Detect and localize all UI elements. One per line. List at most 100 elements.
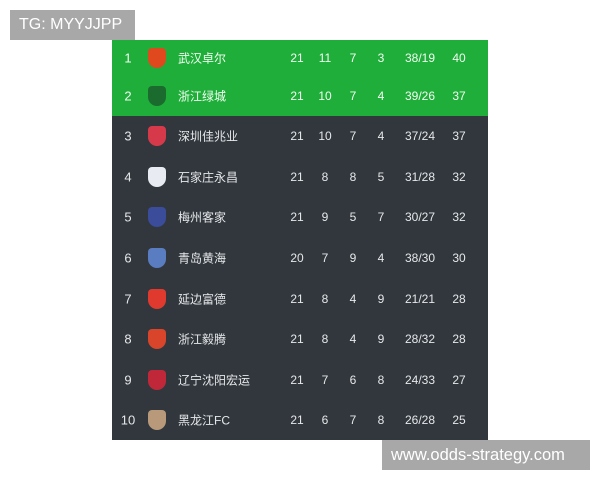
table-row[interactable]: 3 深圳佳兆业 21 10 7 4 37/24 37 [112,116,488,157]
cell-played: 21 [290,291,304,306]
cell-rank: 2 [124,88,132,103]
cell-played: 21 [290,372,304,387]
cell-drawn: 7 [349,88,357,103]
cell-won: 7 [321,372,329,387]
cell-points: 30 [452,250,466,265]
cell-team: 武汉卓尔 [178,51,227,65]
cell-points: 37 [452,129,466,144]
table-row[interactable]: 7 延边富德 21 8 4 9 21/21 28 [112,278,488,319]
team-logo-icon [148,126,166,147]
table-row[interactable]: 2 浙江绿城 21 10 7 4 39/26 37 [112,75,488,116]
cell-played: 20 [290,250,304,265]
cell-won: 8 [321,332,329,347]
team-logo-icon [148,207,166,228]
cell-points: 25 [452,413,466,428]
cell-played: 21 [290,88,304,103]
cell-team: 延边富德 [178,292,227,306]
cell-goals: 38/30 [404,250,436,265]
cell-lost: 4 [377,250,385,265]
cell-points: 32 [452,169,466,184]
cell-goals: 39/26 [404,88,436,103]
cell-team: 青岛黄海 [178,251,227,266]
team-logo-icon [148,410,166,431]
team-logo-icon [148,247,166,268]
cell-drawn: 5 [349,210,357,225]
cell-drawn: 9 [349,250,357,265]
watermark-bottom: www.odds-strategy.com [382,440,590,470]
cell-drawn: 6 [349,372,357,387]
cell-lost: 8 [377,413,385,428]
cell-goals: 26/28 [404,413,436,428]
cell-rank: 1 [124,50,132,65]
cell-points: 28 [452,291,466,306]
cell-points: 37 [452,88,466,103]
cell-rank: 8 [124,331,132,347]
cell-team: 梅州客家 [178,210,227,225]
cell-won: 10 [318,129,332,144]
cell-team: 黑龙江FC [178,413,230,428]
cell-won: 11 [318,50,332,65]
cell-played: 21 [290,413,304,428]
cell-lost: 3 [377,50,385,65]
cell-won: 8 [321,291,329,306]
cell-drawn: 7 [349,50,357,65]
cell-lost: 7 [377,210,385,225]
cell-drawn: 8 [349,169,357,184]
cell-played: 21 [290,332,304,347]
cell-goals: 31/28 [404,169,436,184]
table-row[interactable]: 1 武汉卓尔 21 11 7 3 38/19 40 [112,40,488,75]
cell-played: 21 [290,50,304,65]
cell-won: 7 [321,250,329,265]
table-row[interactable]: 5 梅州客家 21 9 5 7 30/27 32 [112,197,488,238]
standings-table: 1 武汉卓尔 21 11 7 3 38/19 40 2 浙江绿城 21 10 7 4 39/26 37 3 深圳佳… [112,40,488,440]
cell-goals: 24/33 [404,372,436,387]
team-logo-icon [148,47,166,68]
cell-goals: 28/32 [404,332,436,347]
cell-rank: 4 [124,169,132,185]
team-logo-icon [148,329,166,350]
team-logo-icon [148,369,166,390]
cell-goals: 37/24 [404,129,436,144]
cell-team: 辽宁沈阳宏运 [178,373,251,388]
cell-points: 28 [452,332,466,347]
cell-points: 32 [452,210,466,225]
cell-drawn: 7 [349,413,357,428]
cell-rank: 9 [124,372,132,388]
table-row[interactable]: 9 辽宁沈阳宏运 21 7 6 8 24/33 27 [112,359,488,400]
cell-team: 浙江绿城 [178,89,227,103]
cell-played: 21 [290,210,304,225]
table-row[interactable]: 6 青岛黄海 20 7 9 4 38/30 30 [112,237,488,278]
cell-points: 27 [452,372,466,387]
cell-goals: 38/19 [404,50,436,65]
cell-team: 石家庄永昌 [178,170,239,185]
cell-lost: 9 [377,332,385,347]
cell-goals: 30/27 [404,210,436,225]
table-row[interactable]: 10 黑龙江FC 21 6 7 8 26/28 25 [112,400,488,441]
cell-rank: 5 [124,209,132,225]
cell-goals: 21/21 [404,291,436,306]
cell-rank: 10 [120,412,136,428]
cell-played: 21 [290,169,304,184]
cell-drawn: 4 [349,291,357,306]
cell-lost: 4 [377,88,385,103]
cell-drawn: 7 [349,129,357,144]
cell-won: 9 [321,210,329,225]
cell-won: 8 [321,169,329,184]
cell-rank: 6 [124,250,132,266]
cell-team: 深圳佳兆业 [178,129,239,144]
cell-points: 40 [452,50,466,65]
cell-lost: 9 [377,291,385,306]
cell-won: 10 [318,88,332,103]
cell-drawn: 4 [349,332,357,347]
cell-lost: 4 [377,129,385,144]
cell-lost: 8 [377,372,385,387]
cell-lost: 5 [377,169,385,184]
cell-rank: 3 [124,128,132,144]
team-logo-icon [148,85,166,106]
cell-won: 6 [321,413,329,428]
watermark-top: TG: MYYJJPP [10,10,135,40]
team-logo-icon [148,166,166,187]
table-row[interactable]: 4 石家庄永昌 21 8 8 5 31/28 32 [112,156,488,197]
team-logo-icon [148,288,166,309]
table-row[interactable]: 8 浙江毅腾 21 8 4 9 28/32 28 [112,319,488,360]
